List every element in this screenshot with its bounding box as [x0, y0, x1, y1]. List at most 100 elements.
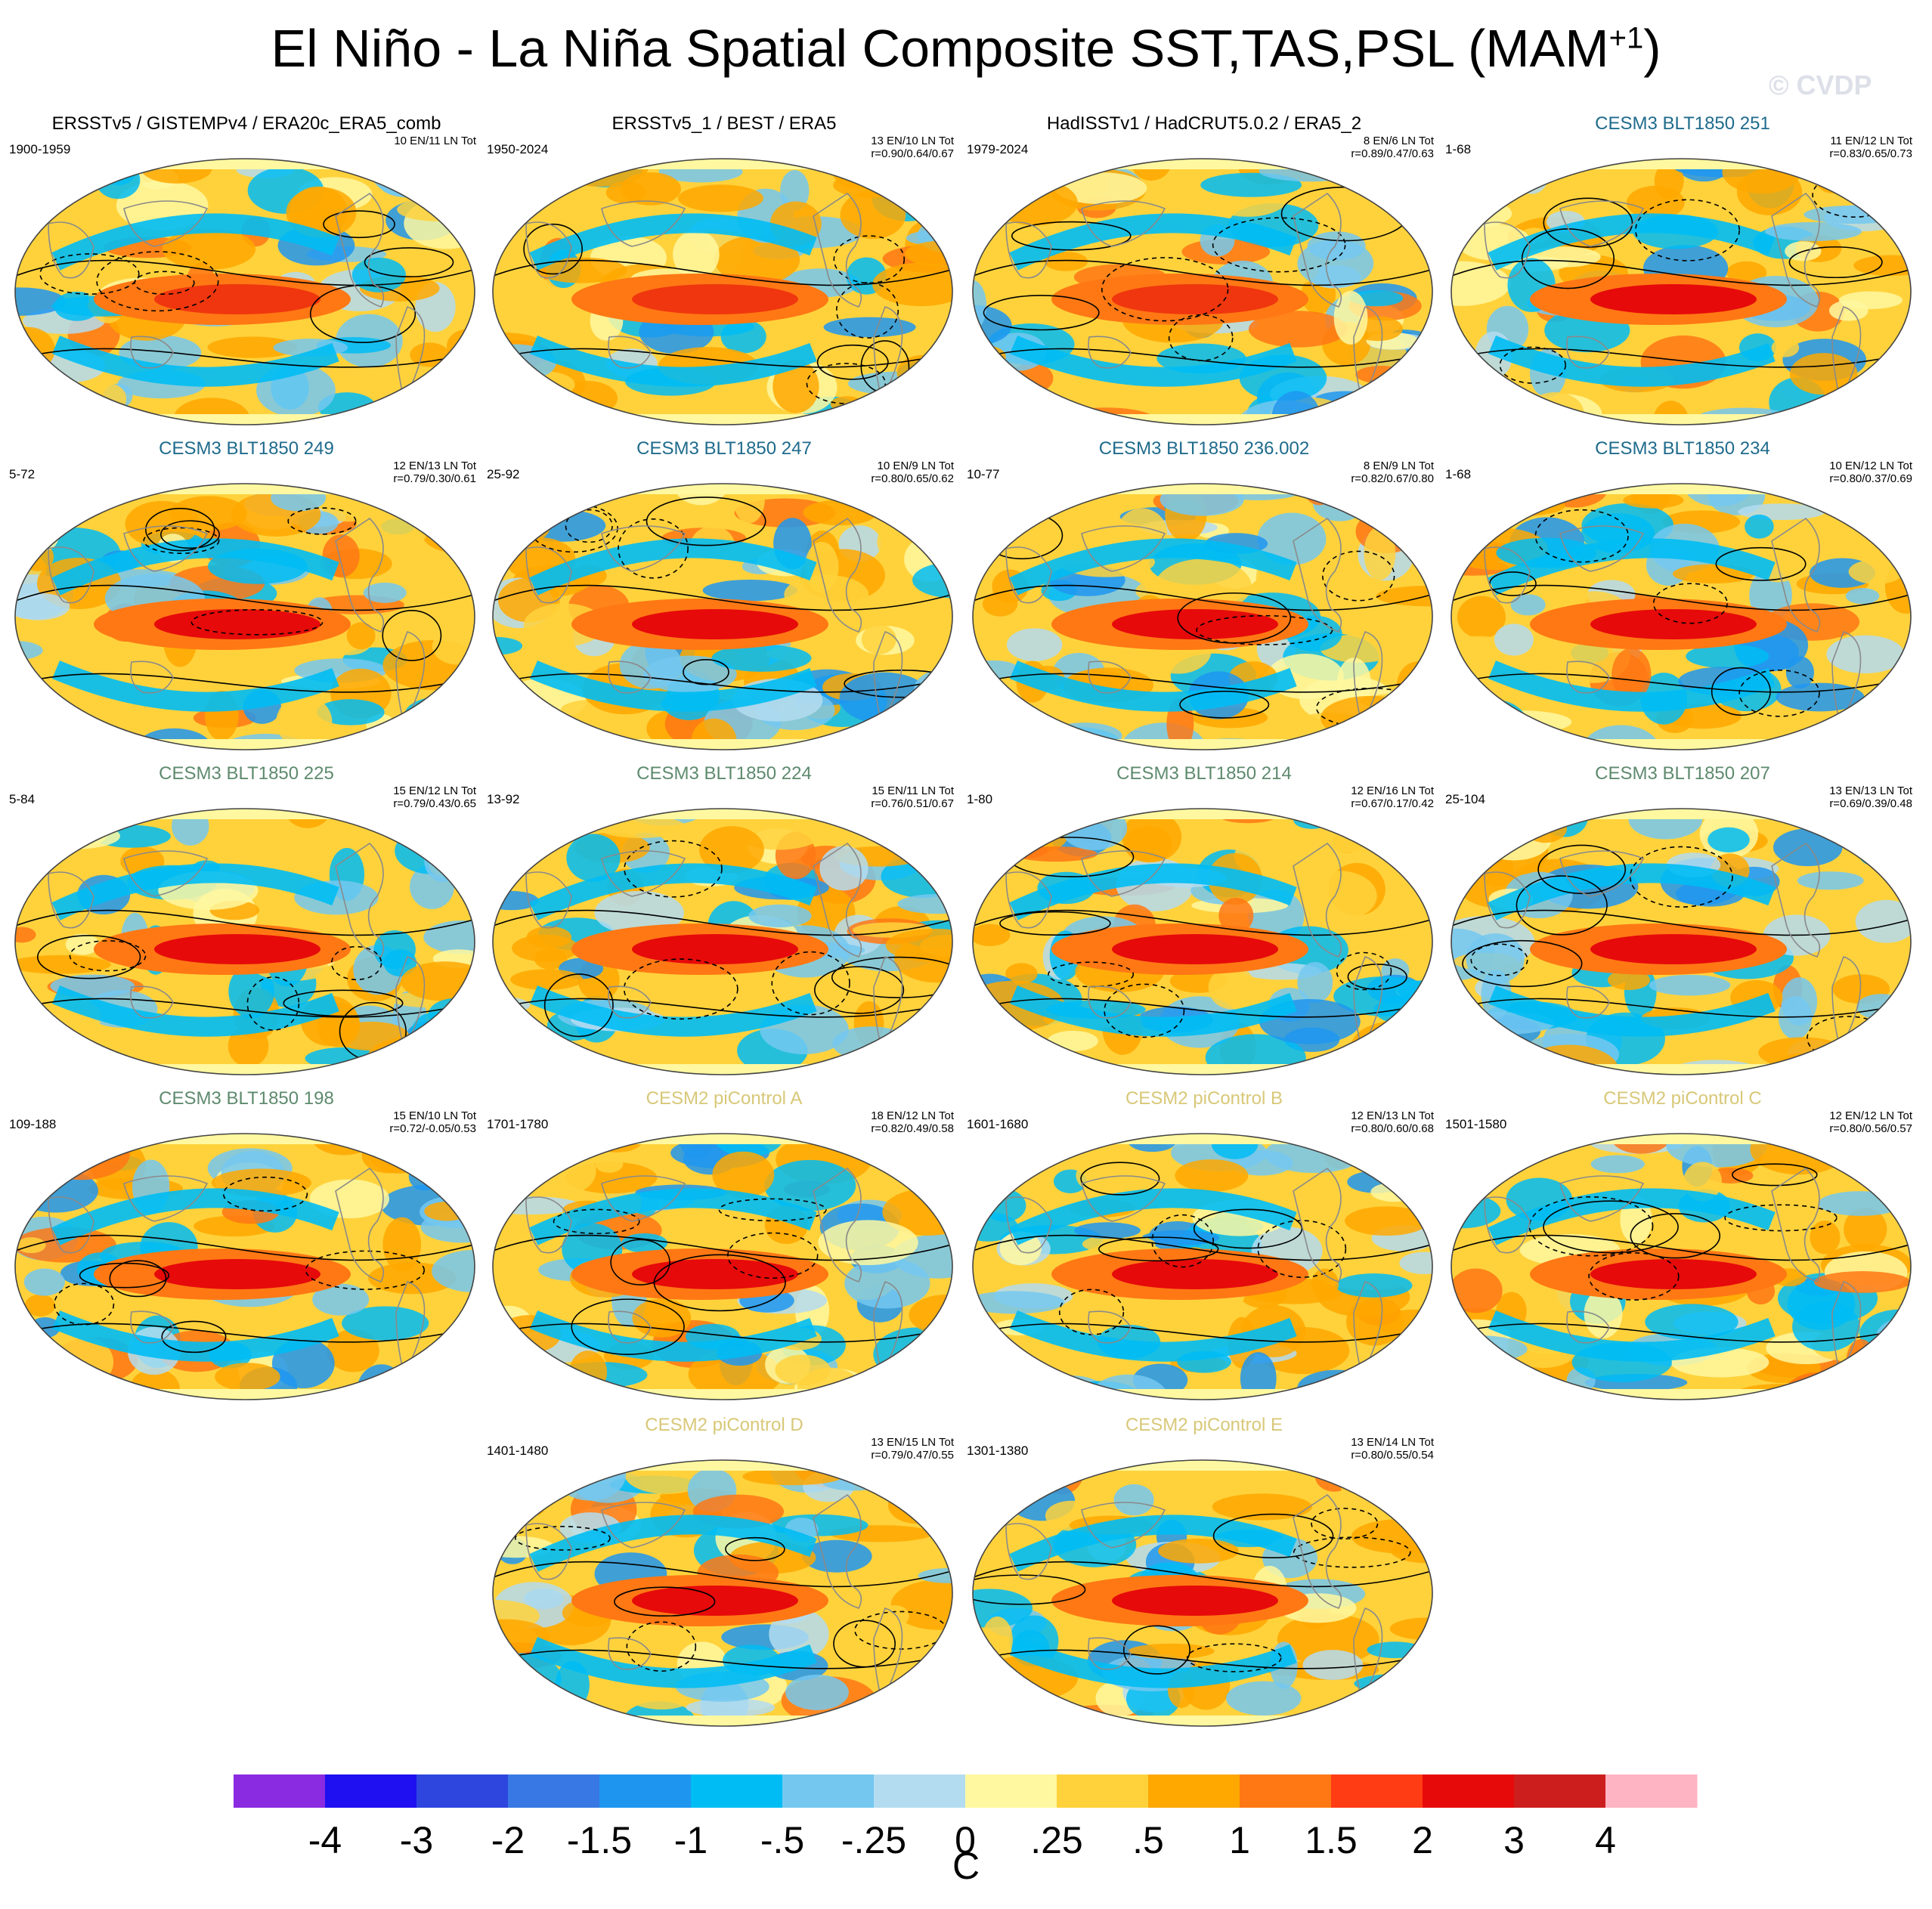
event-count-label: 12 EN/13 LN Tot — [1351, 1109, 1434, 1122]
colorbar-unit: C — [952, 1845, 980, 1887]
colorbar-segment — [1057, 1774, 1149, 1808]
colorbar-tick-label: 1.5 — [1305, 1819, 1358, 1861]
sst-anomaly-field — [493, 809, 952, 1075]
colorbar-segment — [1514, 1774, 1606, 1808]
panel-event-counts: 10 EN/11 LN Tot — [394, 135, 476, 147]
pattern-correlation-label: r=0.83/0.65/0.73 — [1829, 147, 1912, 160]
colorbar-segment — [508, 1774, 600, 1808]
panel-title: CESM2 piControl D — [645, 1415, 803, 1435]
map-panel: CESM3 BLT1850 251 1-68 11 EN/12 LN Tot r=0.… — [1442, 113, 1923, 431]
colorbar-tick-label: -.25 — [841, 1819, 906, 1861]
composite-map — [972, 483, 1433, 750]
map-panel: CESM2 piControl C 1501-1580 12 EN/12 LN To… — [1442, 1088, 1923, 1406]
panel-year-range: 13-92 — [487, 792, 520, 806]
map-panel: CESM3 BLT1850 207 25-104 13 EN/13 LN Tot r=… — [1442, 763, 1923, 1081]
colorbar-tick-label: 3 — [1503, 1819, 1525, 1861]
map-panel: CESM3 BLT1850 214 1-80 12 EN/16 LN Tot r=0.… — [964, 763, 1444, 1081]
colorbar-segment — [599, 1774, 692, 1808]
pattern-correlation-label: r=0.79/0.47/0.55 — [871, 1449, 954, 1462]
sst-anomaly-field — [973, 1134, 1432, 1400]
pattern-correlation-label: r=0.80/0.55/0.54 — [1351, 1449, 1434, 1462]
panel-title: CESM2 piControl B — [1125, 1088, 1283, 1109]
panel-event-counts: 8 EN/6 LN Tot r=0.89/0.47/0.63 — [1351, 135, 1434, 160]
panel-year-range: 5-84 — [9, 792, 36, 806]
panel-event-counts: 12 EN/13 LN Tot r=0.80/0.60/0.68 — [1351, 1109, 1434, 1135]
event-count-label: 15 EN/11 LN Tot — [872, 784, 954, 797]
pattern-correlation-label: r=0.72/-0.05/0.53 — [389, 1122, 476, 1135]
event-count-label: 8 EN/6 LN Tot — [1363, 135, 1434, 147]
panel-title: CESM3 BLT1850 225 — [159, 763, 334, 784]
composite-map — [1451, 483, 1912, 750]
map-panel: CESM2 piControl B 1601-1680 12 EN/13 LN To… — [964, 1088, 1444, 1406]
panel-title: CESM3 BLT1850 249 — [159, 438, 334, 459]
panel-event-counts: 15 EN/10 LN Tot r=0.72/-0.05/0.53 — [389, 1109, 476, 1135]
colorbar-tick-label: -1.5 — [567, 1819, 632, 1861]
colorbar-segment — [1240, 1774, 1332, 1808]
panel-event-counts: 10 EN/9 LN Tot r=0.80/0.65/0.62 — [871, 459, 954, 485]
pattern-correlation-label: r=0.82/0.67/0.80 — [1351, 472, 1434, 485]
event-count-label: 13 EN/13 LN Tot — [1829, 784, 1912, 797]
panel-event-counts: 15 EN/12 LN Tot r=0.79/0.43/0.65 — [393, 784, 476, 810]
map-panel: CESM3 BLT1850 234 1-68 10 EN/12 LN Tot r=0.… — [1442, 438, 1923, 756]
sst-anomaly-field — [1451, 1134, 1911, 1400]
panel-year-range: 1301-1380 — [967, 1443, 1029, 1458]
map-panel: CESM2 piControl E 1301-1380 13 EN/14 LN To… — [964, 1415, 1444, 1732]
composite-map — [14, 158, 475, 425]
sst-anomaly-field — [973, 809, 1432, 1075]
sst-anomaly-field — [1451, 159, 1911, 425]
sst-anomaly-field — [973, 484, 1432, 750]
panel-title: CESM2 piControl E — [1125, 1415, 1283, 1435]
colorbar-segment — [965, 1774, 1057, 1808]
colorbar-tick-label: 2 — [1412, 1819, 1433, 1861]
panel-year-range: 1401-1480 — [487, 1443, 549, 1458]
sst-anomaly-field — [15, 1134, 475, 1400]
panel-year-range: 1-68 — [1445, 142, 1472, 156]
sst-anomaly-field — [15, 159, 475, 425]
sst-anomaly-field — [1451, 484, 1911, 750]
map-panel: CESM3 BLT1850 247 25-92 10 EN/9 LN Tot r=0.… — [484, 438, 964, 756]
pattern-correlation-label: r=0.89/0.47/0.63 — [1351, 147, 1434, 160]
panel-event-counts: 13 EN/10 LN Tot r=0.90/0.64/0.67 — [871, 135, 954, 160]
panel-year-range: 1501-1580 — [1445, 1117, 1507, 1131]
panel-title: CESM3 BLT1850 251 — [1595, 113, 1770, 134]
composite-map — [492, 808, 953, 1075]
panel-title: CESM2 piControl A — [646, 1088, 803, 1109]
panel-year-range: 1979-2024 — [967, 142, 1029, 156]
composite-map — [492, 483, 953, 750]
event-count-label: 12 EN/13 LN Tot — [393, 459, 476, 472]
panel-year-range: 10-77 — [967, 467, 1000, 481]
panel-year-range: 1601-1680 — [967, 1117, 1029, 1131]
panel-title: CESM3 BLT1850 224 — [636, 763, 812, 784]
panel-year-range: 1-80 — [967, 792, 993, 806]
colorbar-tick-label: -3 — [400, 1819, 433, 1861]
pattern-correlation-label: r=0.79/0.30/0.61 — [393, 472, 476, 485]
event-count-label: 10 EN/12 LN Tot — [1829, 459, 1912, 472]
sst-anomaly-field — [1451, 809, 1911, 1075]
event-count-label: 10 EN/11 LN Tot — [394, 135, 476, 147]
map-panel: CESM3 BLT1850 236.002 10-77 8 EN/9 LN Tot r… — [964, 438, 1444, 756]
colorbar-segment — [325, 1774, 417, 1808]
panel-year-range: 25-104 — [1445, 792, 1485, 806]
colorbar-segment — [1148, 1774, 1240, 1808]
sst-anomaly-field — [15, 484, 475, 750]
panel-event-counts: 13 EN/15 LN Tot r=0.79/0.47/0.55 — [871, 1436, 954, 1462]
event-count-label: 8 EN/9 LN Tot — [1363, 459, 1434, 472]
panel-title: HadISSTv1 / HadCRUT5.0.2 / ERA5_2 — [1046, 113, 1362, 134]
pattern-correlation-label: r=0.76/0.51/0.67 — [871, 797, 954, 810]
map-panel: HadISSTv1 / HadCRUT5.0.2 / ERA5_2 1979-20… — [964, 113, 1444, 431]
sst-anomaly-field — [493, 159, 952, 425]
composite-map — [1451, 1133, 1912, 1400]
colorbar-segment — [874, 1774, 966, 1808]
pattern-correlation-label: r=0.80/0.65/0.62 — [871, 472, 954, 485]
panel-title: CESM3 BLT1850 207 — [1595, 763, 1770, 784]
event-count-label: 15 EN/12 LN Tot — [393, 784, 476, 797]
colorbar-segment — [1331, 1774, 1423, 1808]
composite-map — [492, 1459, 953, 1727]
map-panel: CESM3 BLT1850 249 5-72 12 EN/13 LN Tot r=0.… — [6, 438, 487, 756]
panel-title: ERSSTv5 / GISTEMPv4 / ERA20c_ERA5_comb — [51, 113, 441, 134]
sst-anomaly-field — [493, 1134, 952, 1400]
colorbar-tick-label: -1 — [674, 1819, 707, 1861]
sst-anomaly-field — [15, 809, 475, 1075]
colorbar-tick-label: 4 — [1595, 1819, 1616, 1861]
colorbar-segment — [1605, 1774, 1698, 1808]
